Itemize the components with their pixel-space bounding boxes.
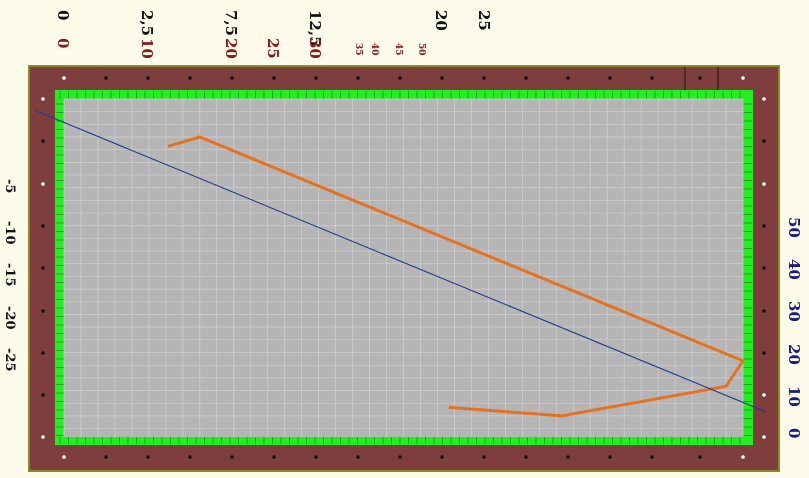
frame-dot [762,182,766,186]
frame-dot [41,224,45,228]
frame-dot [146,76,150,80]
frame-dot [440,76,444,80]
inner-band-ticks [56,91,752,444]
right-tick: 50 [785,217,803,238]
top-red-tick: 30 [306,38,324,59]
frame-dot [272,76,276,80]
frame-dot [762,97,766,101]
left-tick: -10 [2,221,17,245]
frame-dot [104,455,108,459]
frame-dot [188,76,192,80]
left-tick: -5 [2,179,17,193]
right-tick: 20 [785,344,803,365]
top-red-tick: 10 [138,38,156,59]
top-red-tick: 45 [393,43,403,56]
top-red-tick: 50 [416,43,426,56]
frame-dot [41,266,45,270]
frame-dot [104,76,108,80]
frame-dot [566,76,570,80]
frame-dots [41,76,766,459]
frame-dot [230,455,234,459]
series-line-1 [167,135,745,418]
top-red-tick: 20 [222,38,240,59]
top-red-tick: 35 [353,43,363,56]
frame-dot [698,455,702,459]
frame-dot [762,351,766,355]
frame-dot [566,455,570,459]
frame-dot [314,76,318,80]
frame-dot [762,435,766,439]
frame-dot [741,455,745,459]
top-red-tick: 25 [264,38,282,59]
top-black-tick: 25 [475,10,493,31]
right-tick: 10 [785,386,803,407]
frame-dot [41,139,45,143]
frame-dot [762,139,766,143]
frame-dot [356,455,360,459]
frame-dot [272,455,276,459]
top-red-ticks: 0 10 20 25 30 35 40 45 50 [54,38,426,59]
top-red-tick: 40 [369,43,379,56]
frame-dot [41,351,45,355]
right-tick: 40 [785,259,803,280]
frame-dot [608,455,612,459]
frame-dot [650,76,654,80]
right-tick: 30 [785,301,803,322]
grid [63,98,744,437]
frame-dot [762,266,766,270]
right-ticks: 50 40 30 20 10 0 [785,217,803,438]
frame-dot [698,76,702,80]
top-red-tick: 0 [54,38,72,48]
frame-dot [762,393,766,397]
left-ticks: -5 -10 -15 -20 -25 [2,179,17,372]
frame-dot [608,76,612,80]
top-black-tick: 7,5 [222,10,240,36]
frame-dot [440,455,444,459]
frame-dot [356,76,360,80]
frame-dot [398,76,402,80]
right-tick: 0 [785,428,803,438]
frame-dot [41,97,45,101]
top-black-tick: 20 [432,10,450,31]
frame-dot [524,455,528,459]
series-lines [35,110,766,418]
frame-dot [762,309,766,313]
frame-dot [482,76,486,80]
left-tick: -25 [2,348,17,372]
left-tick: -20 [2,306,17,330]
series-line-2 [35,110,766,413]
frame-dot [741,76,745,80]
frame-dot [314,455,318,459]
frame-dot [146,455,150,459]
top-black-tick: 0 [54,10,72,20]
frame-dot [762,224,766,228]
frame-dot [650,455,654,459]
frame-dot [398,455,402,459]
frame-dot [41,182,45,186]
frame-dot [524,76,528,80]
frame-dot [482,455,486,459]
frame-dot [41,393,45,397]
top-black-ticks: 0 2,5 7,5 12,5 20 25 [54,10,493,47]
top-black-tick: 12,5 [306,10,324,47]
frame-dot [41,435,45,439]
frame-dot [41,309,45,313]
top-black-tick: 2,5 [138,10,156,36]
frame-dot [62,455,66,459]
frame-dot [62,76,66,80]
frame-dot [188,455,192,459]
frame-dot [230,76,234,80]
left-tick: -15 [2,263,17,287]
